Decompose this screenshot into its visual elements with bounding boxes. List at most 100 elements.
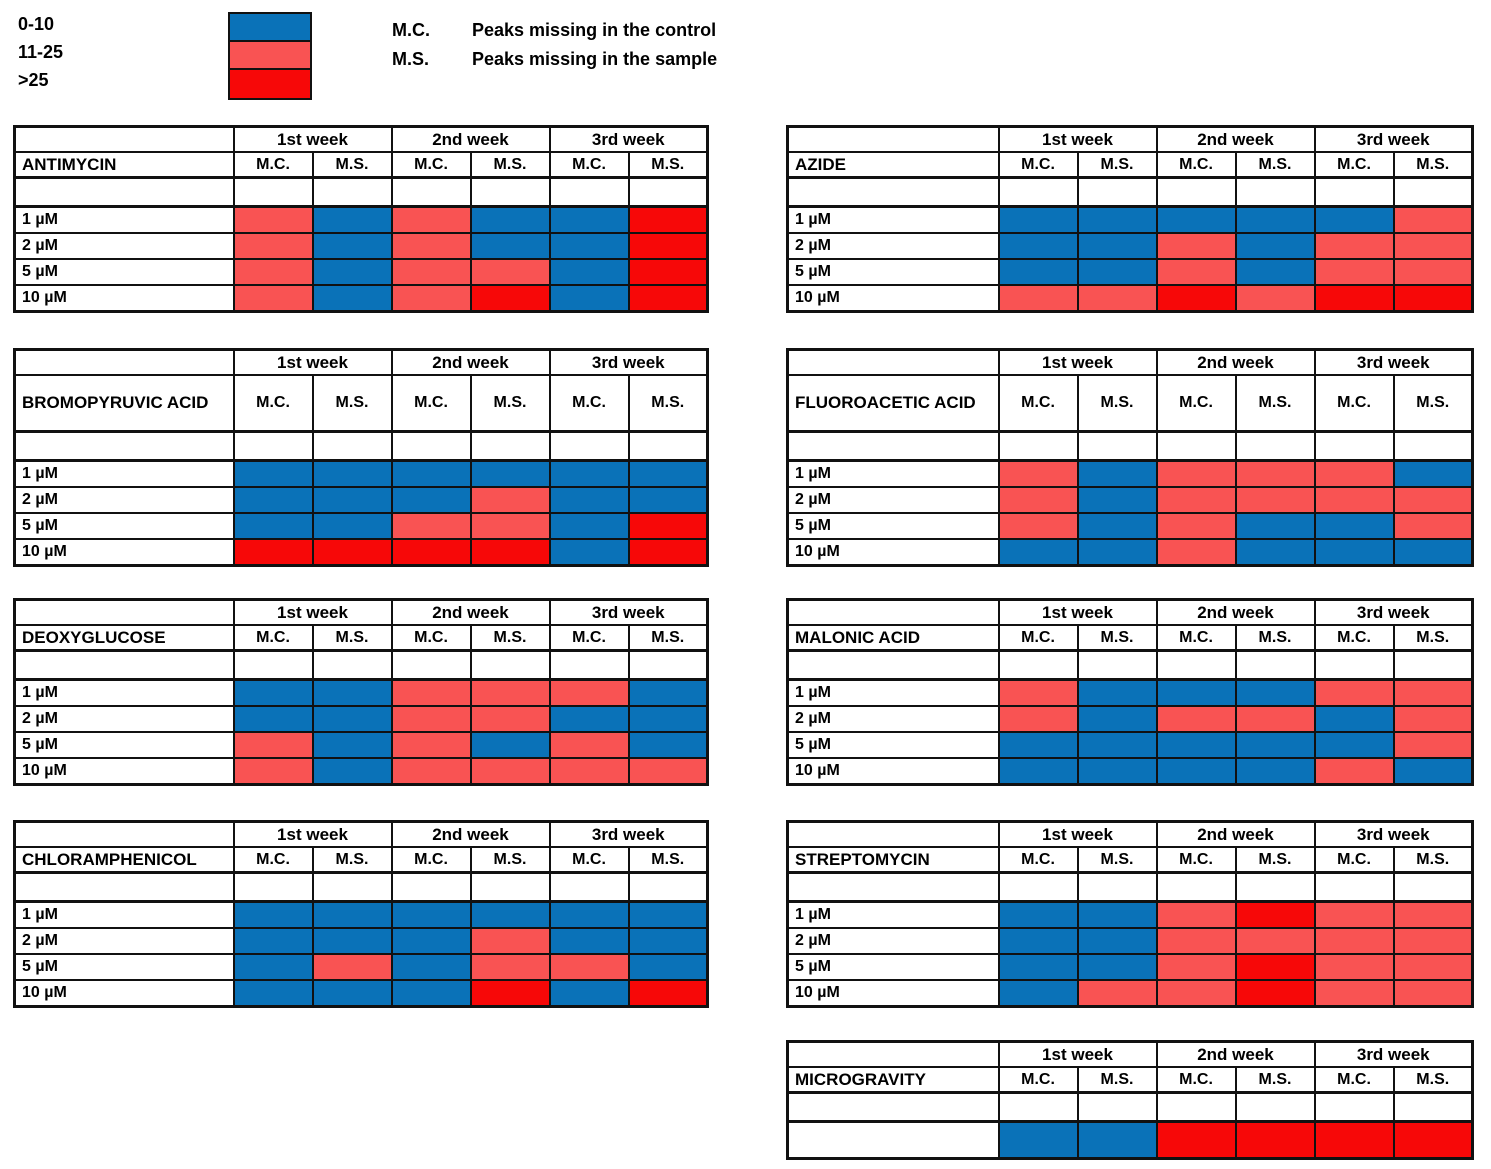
table-row: 1 µM [786,459,1474,488]
heatmap-cell [232,953,314,981]
heatmap-cell [627,678,709,707]
heatmap-cell [1155,979,1237,1008]
row-label: 10 µM [13,284,235,313]
heatmap-cell [997,512,1079,540]
week-header: 2nd week [1155,598,1316,626]
spacer-cell [1076,176,1158,208]
mc-header: M.C. [1155,374,1237,433]
row-label: 5 µM [13,512,235,540]
heatmap-cell [997,258,1079,286]
heatmap-cell [469,232,551,260]
row-label: 1 µM [786,205,1000,234]
row-label: 2 µM [786,232,1000,260]
row-label: 5 µM [13,953,235,981]
row-label: 10 µM [13,979,235,1008]
table-row: 2 µM [786,705,1474,733]
heatmap-cell [232,678,314,707]
table-row: 2 µM [786,927,1474,955]
table-row: 2 µM [13,705,709,733]
heatmap-cell [390,731,472,759]
row-label: 2 µM [13,705,235,733]
heatmap-cell [311,486,393,514]
heatmap-cell [469,705,551,733]
ms-header: M.S. [1392,624,1474,652]
heatmap-cell [311,232,393,260]
row-label [786,1120,1000,1160]
heatmap-cell [232,705,314,733]
ms-header: M.S. [311,624,393,652]
spacer-cell [548,176,630,208]
mc-header: M.C. [1313,1066,1395,1094]
heatmap-cell [1313,953,1395,981]
spacer-cell [997,649,1079,681]
mc-header: M.C. [1313,151,1395,179]
spacer-cell [390,871,472,903]
spacer-cell [1076,430,1158,462]
spacer-cell [997,871,1079,903]
heatmap-cell [1076,538,1158,567]
week-header: 3rd week [548,598,709,626]
spacer-cell [1392,176,1474,208]
heatmap-cell [469,953,551,981]
heatmap-cell [390,284,472,313]
ms-header: M.S. [1234,846,1316,874]
week-header: 2nd week [1155,125,1316,153]
heatmap-cell [997,927,1079,955]
row-label: 2 µM [13,486,235,514]
spacer-cell [997,1091,1079,1123]
week-header: 3rd week [1313,125,1474,153]
spacer-cell [627,649,709,681]
table-row: 2 µM [13,927,709,955]
ms-header: M.S. [469,151,551,179]
mc-header: M.C. [548,374,630,433]
heatmap-cell [1313,757,1395,786]
table-title: DEOXYGLUCOSE [13,624,235,652]
spacer-cell [1234,649,1316,681]
table-row: 1 µM [13,900,709,929]
heatmap-cell [548,459,630,488]
heatmap-cell [548,538,630,567]
heatmap-cell [548,486,630,514]
heatmap-cell [1313,900,1395,929]
heatmap-table-microgravity: 1st week 2nd week 3rd week MICROGRAVITY M.C.… [786,1040,1474,1160]
corner-cell [13,820,235,848]
spacer-cell [13,871,235,903]
ms-header: M.S. [1234,374,1316,433]
corner-cell [786,1040,1000,1068]
heatmap-cell [548,953,630,981]
spacer-cell [311,871,393,903]
heatmap-cell [1155,459,1237,488]
table-title: BROMOPYRUVIC ACID [13,374,235,433]
heatmap-cell [311,284,393,313]
spacer-cell [390,176,472,208]
spacer-cell [469,871,551,903]
heatmap-cell [469,512,551,540]
heatmap-cell [390,927,472,955]
legend-color-swatch [228,12,312,100]
spacer-cell [469,649,551,681]
spacer-cell [1076,871,1158,903]
table-row: 10 µM [786,757,1474,786]
heatmap-cell [1076,900,1158,929]
heatmap-cell [1155,1120,1237,1160]
spacer-cell [1076,649,1158,681]
heatmap-cell [1392,486,1474,514]
spacer-cell [786,1091,1000,1123]
heatmap-grid: 1st week 2nd week 3rd week BROMOPYRUVIC ACI… [13,348,709,567]
week-header: 2nd week [390,598,551,626]
heatmap-cell [232,979,314,1008]
heatmap-cell [1392,538,1474,567]
mc-header: M.C. [997,1066,1079,1094]
spacer-cell [627,176,709,208]
heatmap-cell [311,512,393,540]
abbr-mc-meaning: Peaks missing in the control [472,20,717,40]
legend-bin-label-mid: 11-25 [18,42,64,62]
heatmap-cell [997,979,1079,1008]
mc-header: M.C. [232,374,314,433]
heatmap-cell [1155,232,1237,260]
heatmap-cell [469,284,551,313]
heatmap-table-chloramphenicol: 1st week 2nd week 3rd week CHLORAMPHENICOL M… [13,820,709,1008]
week-header: 3rd week [1313,820,1474,848]
table-row: 1 µM [13,459,709,488]
mc-header: M.C. [232,151,314,179]
